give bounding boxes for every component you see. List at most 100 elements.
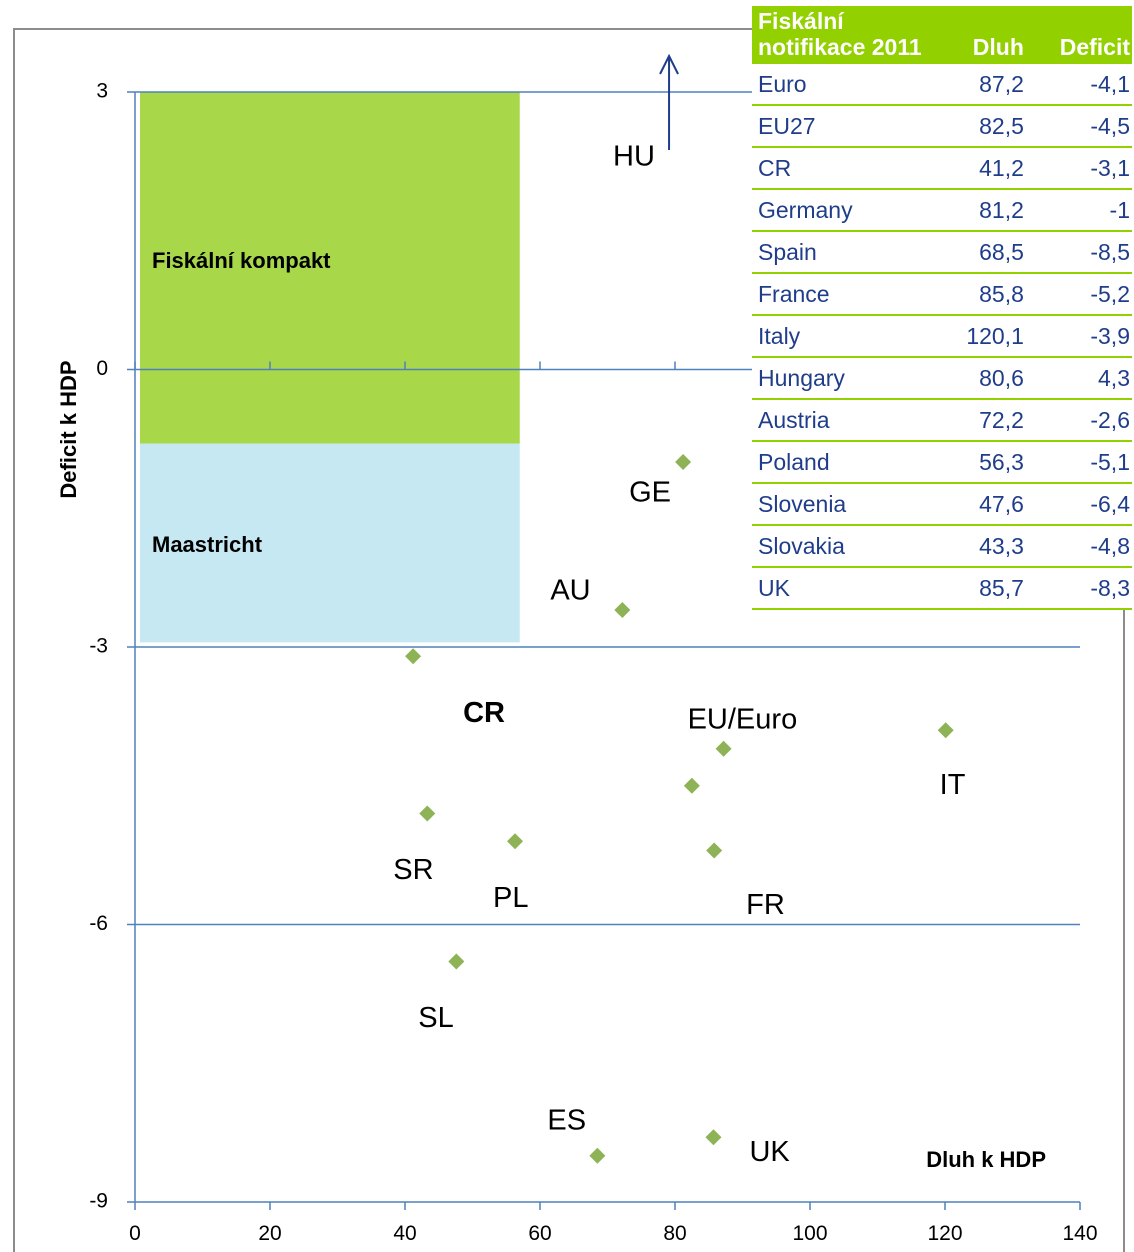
table-cell-deficit: -5,1 xyxy=(1025,441,1132,484)
data-point-sl xyxy=(448,953,465,970)
y-tick-label: -6 xyxy=(89,912,108,935)
data-point-sr xyxy=(419,805,436,822)
table-row: Euro 87,2 -4,1 xyxy=(752,64,1132,106)
data-point-eu-euro xyxy=(715,740,732,757)
point-label-it: IT xyxy=(940,769,966,801)
table-cell-deficit: -3,1 xyxy=(1025,147,1132,190)
table-cell-deficit: -4,5 xyxy=(1025,105,1132,148)
table-cell-deficit: -5,2 xyxy=(1025,273,1132,316)
table-cell-country: Slovakia xyxy=(752,525,930,568)
y-axis-title: Deficit k HDP xyxy=(56,360,81,498)
y-tick-label: -3 xyxy=(89,635,108,658)
table-cell-deficit: -3,9 xyxy=(1025,315,1132,358)
point-label-hu: HU xyxy=(613,141,655,173)
region-fiscal-compact xyxy=(140,92,520,444)
y-tick-label: 0 xyxy=(96,357,108,380)
table-cell-debt: 47,6 xyxy=(929,483,1026,526)
point-label-fr: FR xyxy=(746,889,785,921)
point-label-es: ES xyxy=(547,1104,586,1136)
table-cell-deficit: -2,6 xyxy=(1025,399,1132,442)
table-row: Hungary 80,6 4,3 xyxy=(752,357,1132,400)
x-tick-label: 20 xyxy=(258,1222,281,1245)
x-tick-label: 100 xyxy=(792,1222,827,1245)
fiscal-notification-table: Fiskální notifikace 2011 Dluh Deficit Eu… xyxy=(752,6,1132,610)
data-point-fr xyxy=(706,842,723,859)
table-cell-country: Spain xyxy=(752,231,930,274)
data-point-uk xyxy=(705,1129,722,1146)
table-row: UK 85,7 -8,3 xyxy=(752,567,1132,610)
region-label-fiscal-compact: Fiskální kompakt xyxy=(152,248,331,273)
point-label-sr: SR xyxy=(393,854,433,886)
table-cell-deficit: 4,3 xyxy=(1025,357,1132,400)
table-cell-country: Italy xyxy=(752,315,930,358)
table-cell-deficit: -8,3 xyxy=(1025,567,1132,610)
table-cell-debt: 68,5 xyxy=(929,231,1026,274)
table-cell-debt: 85,8 xyxy=(929,273,1026,316)
x-axis-title: Dluh k HDP xyxy=(926,1147,1046,1172)
table-cell-deficit: -1 xyxy=(1025,189,1132,232)
table-cell-debt: 80,6 xyxy=(929,357,1026,400)
table-cell-debt: 43,3 xyxy=(929,525,1026,568)
point-label-cr: CR xyxy=(463,697,505,729)
table-cell-debt: 120,1 xyxy=(929,315,1026,358)
table-header-row: Fiskální notifikace 2011 Dluh Deficit xyxy=(752,6,1132,64)
point-label-ge: GE xyxy=(629,477,671,509)
table-cell-country: Germany xyxy=(752,189,930,232)
data-point-pl xyxy=(507,833,524,850)
x-tick-label: 140 xyxy=(1062,1222,1097,1245)
region-label-maastricht: Maastricht xyxy=(152,532,263,557)
data-point-ge xyxy=(675,454,692,470)
data-point-it xyxy=(937,722,954,739)
table-cell-country: Poland xyxy=(752,441,930,484)
table-cell-country: France xyxy=(752,273,930,316)
data-point-cr xyxy=(405,648,422,665)
point-label-uk: UK xyxy=(749,1136,790,1168)
table-cell-country: Slovenia xyxy=(752,483,930,526)
point-label-au: AU xyxy=(550,575,590,607)
region-maastricht xyxy=(140,443,520,643)
table-cell-debt: 87,2 xyxy=(929,64,1026,106)
hu-arrow-head xyxy=(659,53,679,75)
y-tick-label: -9 xyxy=(89,1190,108,1213)
table-cell-deficit: -4,1 xyxy=(1025,64,1132,106)
data-point-es xyxy=(589,1147,606,1164)
table-cell-country: Austria xyxy=(752,399,930,442)
x-tick-label: 120 xyxy=(927,1222,962,1245)
table-row: Spain 68,5 -8,5 xyxy=(752,231,1132,274)
table-row: CR 41,2 -3,1 xyxy=(752,147,1132,190)
table-row: Slovenia 47,6 -6,4 xyxy=(752,483,1132,526)
data-point-au xyxy=(614,602,631,618)
table-cell-debt: 82,5 xyxy=(929,105,1026,148)
table-row: EU27 82,5 -4,5 xyxy=(752,105,1132,148)
table-row: Italy 120,1 -3,9 xyxy=(752,315,1132,358)
x-tick-label: 60 xyxy=(528,1222,551,1245)
table-cell-deficit: -8,5 xyxy=(1025,231,1132,274)
table-cell-deficit: -6,4 xyxy=(1025,483,1132,526)
data-point xyxy=(683,777,700,794)
table-row: Germany 81,2 -1 xyxy=(752,189,1132,232)
x-tick-label: 40 xyxy=(393,1222,416,1245)
y-tick-label: 3 xyxy=(96,80,108,103)
table-cell-debt: 41,2 xyxy=(929,147,1026,190)
point-label-sl: SL xyxy=(418,1002,453,1034)
table-header-title: Fiskální notifikace 2011 xyxy=(752,6,930,64)
table-row: Poland 56,3 -5,1 xyxy=(752,441,1132,484)
table-header-debt: Dluh xyxy=(929,6,1026,64)
point-label-eu-euro: EU/Euro xyxy=(688,703,798,735)
table-cell-country: Hungary xyxy=(752,357,930,400)
point-label-pl: PL xyxy=(493,882,528,914)
table-cell-debt: 81,2 xyxy=(929,189,1026,232)
table-row: Slovakia 43,3 -4,8 xyxy=(752,525,1132,568)
table-cell-debt: 85,7 xyxy=(929,567,1026,610)
table-cell-debt: 56,3 xyxy=(929,441,1026,484)
table-cell-country: Euro xyxy=(752,64,930,106)
table-cell-country: CR xyxy=(752,147,930,190)
x-tick-label: 80 xyxy=(663,1222,686,1245)
table-cell-country: EU27 xyxy=(752,105,930,148)
table-row: France 85,8 -5,2 xyxy=(752,273,1132,316)
table-cell-debt: 72,2 xyxy=(929,399,1026,442)
x-tick-label: 0 xyxy=(129,1222,141,1245)
table-row: Austria 72,2 -2,6 xyxy=(752,399,1132,442)
